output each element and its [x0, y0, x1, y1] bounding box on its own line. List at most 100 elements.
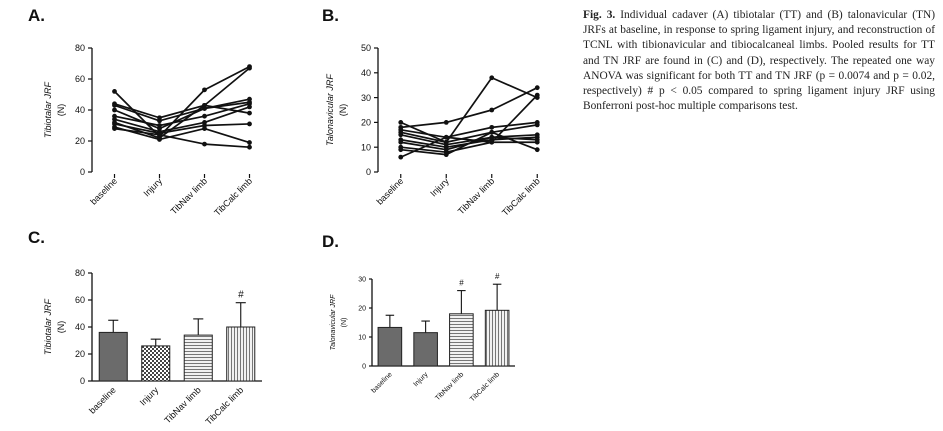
- x-tick-label: Injury: [412, 371, 429, 388]
- data-point: [534, 85, 540, 91]
- series-line: [400, 133, 538, 146]
- y-tick-label: 20: [75, 136, 85, 146]
- y-axis-title: Talonavicular JRF: [330, 294, 337, 350]
- data-point: [247, 140, 252, 145]
- panel-label-c: C.: [28, 228, 45, 247]
- bar: [377, 326, 403, 367]
- x-tick-label: Injury: [138, 385, 161, 408]
- y-tick-label: 40: [75, 105, 85, 115]
- significance-marker: #: [238, 290, 244, 301]
- data-point: [247, 121, 252, 127]
- series-line: [400, 76, 538, 144]
- x-tick-label: baseline: [87, 385, 118, 416]
- data-point: [247, 96, 252, 102]
- data-point: [202, 87, 207, 93]
- y-axis-title: Talonavicular JRF: [325, 74, 335, 146]
- series-line: [400, 121, 538, 139]
- y-tick-label: 0: [362, 363, 366, 370]
- x-tick-label: Injury: [428, 176, 451, 199]
- series-line: [400, 131, 538, 156]
- y-tick-label: 10: [361, 142, 371, 152]
- y-tick-label: 30: [361, 93, 371, 103]
- x-tick-label: baseline: [370, 371, 393, 394]
- series-line: [114, 126, 250, 144]
- data-point: [443, 134, 449, 140]
- data-point: [112, 126, 117, 131]
- data-point: [157, 132, 162, 138]
- data-point: [247, 104, 252, 110]
- y-tick-label: 40: [361, 68, 371, 78]
- series-line: [114, 98, 250, 130]
- x-tick-label: TibCalc limb: [469, 371, 501, 403]
- caption-text: Individual cadaver (A) tibiotalar (TT) a…: [583, 9, 935, 113]
- data-point: [489, 129, 495, 135]
- data-point: [534, 147, 540, 153]
- figure-caption: Fig. 3. Individual cadaver (A) tibiotala…: [583, 8, 935, 114]
- bar: [141, 345, 171, 382]
- x-tick-label: TibNav limb: [434, 371, 465, 402]
- data-point: [157, 118, 162, 124]
- data-point: [443, 152, 449, 158]
- panel-label-a: A.: [28, 6, 45, 25]
- significance-marker: #: [495, 272, 500, 281]
- chart-b-talonavicular-individual: 0 10 20 30 40 50 Talonavicular JRF (N) baseline I…: [325, 43, 542, 218]
- series-line: [114, 67, 251, 119]
- data-point: [489, 139, 495, 145]
- x-tick-label: baseline: [88, 176, 119, 207]
- data-point: [398, 139, 404, 145]
- series-line: [400, 124, 538, 144]
- y-tick-label: 80: [75, 268, 85, 278]
- bar: [413, 332, 438, 367]
- series-line: [400, 94, 538, 158]
- y-tick-label: 0: [80, 376, 85, 386]
- data-point: [247, 110, 252, 116]
- data-point: [202, 126, 207, 131]
- data-point: [489, 134, 495, 140]
- panel-label-b: B.: [322, 6, 339, 25]
- y-tick-label: 60: [75, 74, 85, 84]
- bar: [183, 334, 213, 382]
- y-tick-label: 0: [80, 167, 85, 177]
- y-tick-label: 20: [361, 118, 371, 128]
- series-line: [400, 141, 538, 154]
- y-tick-label: 10: [358, 334, 366, 341]
- bar: [226, 326, 256, 382]
- data-point: [398, 132, 404, 138]
- y-tick-label: 80: [75, 43, 85, 53]
- x-tick-label: TibNav limb: [456, 176, 496, 216]
- caption-label: Fig. 3.: [583, 9, 616, 21]
- chart-c-tibiotalar-pooled: 0 20 40 60 80 Tibiotalar JRF (N) # baseline Injur…: [43, 268, 262, 427]
- y-axis-title: Tibiotalar JRF: [43, 299, 53, 355]
- data-point: [489, 107, 495, 113]
- significance-marker: #: [459, 279, 464, 288]
- data-point: [489, 75, 495, 81]
- x-tick-label: TibCalc limb: [500, 176, 542, 218]
- series-line: [114, 127, 250, 149]
- data-point: [534, 122, 540, 128]
- data-point: [398, 120, 404, 125]
- data-point: [202, 141, 207, 147]
- y-tick-label: 40: [75, 322, 85, 332]
- bar: [484, 309, 510, 367]
- series-line: [400, 86, 538, 129]
- data-point: [112, 89, 117, 94]
- y-tick-label: 30: [358, 276, 366, 283]
- y-axis-unit: (N): [56, 321, 66, 334]
- y-tick-label: 60: [75, 295, 85, 305]
- data-point: [157, 123, 162, 128]
- x-tick-label: TibNav limb: [169, 176, 209, 216]
- series-line: [114, 101, 250, 122]
- series-line: [114, 123, 250, 135]
- data-point: [534, 92, 540, 98]
- data-point: [202, 113, 207, 119]
- data-point: [247, 65, 252, 71]
- series-line: [114, 106, 250, 133]
- data-point: [398, 147, 404, 153]
- data-point: [398, 154, 404, 160]
- x-tick-label: TibNav limb: [162, 385, 202, 425]
- y-axis-unit: (N): [338, 104, 348, 117]
- x-tick-label: TibCalc limb: [212, 176, 254, 218]
- series-line: [114, 104, 250, 139]
- x-tick-label: baseline: [375, 176, 406, 207]
- x-tick-label: TibCalc limb: [203, 385, 245, 427]
